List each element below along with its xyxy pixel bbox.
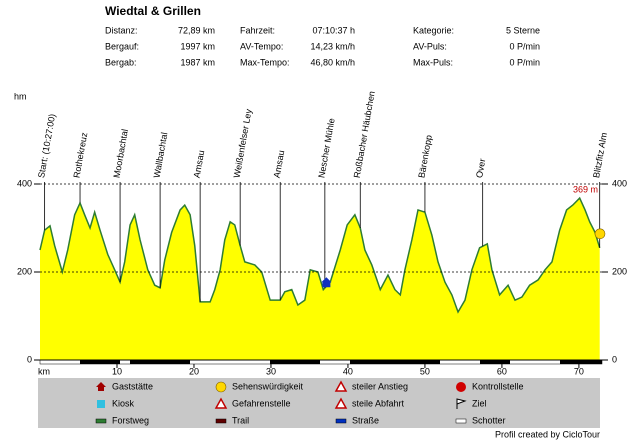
y-axis-label: hm [14,91,27,101]
waypoint-label: Amsau [272,149,287,178]
icon [456,382,466,392]
icon [335,418,347,424]
icon [214,397,228,409]
y-tick-label-right: 200 [612,266,627,276]
profile-line [39,196,601,314]
icon [215,381,227,393]
icon [97,400,105,408]
legend-item: Gaststätte [96,381,153,391]
poi-smiley [594,228,606,240]
icon [334,397,348,409]
stat-value: 1997 km [180,41,215,51]
legend-item: Schotter [455,415,506,425]
stat-label: Kategorie: [413,25,454,35]
legend-label: Sehenswürdigkeit [232,381,304,391]
icon [95,418,107,424]
waypoint-label: Start: (10:27:00) [36,113,57,179]
legend-label: Gefahrenstelle [232,398,291,408]
waypoint-label: Moorbachtal [112,128,130,179]
legend-item: steile Abfahrt [334,397,405,409]
icon [455,418,467,424]
stat-label: Distanz: [105,25,138,35]
legend-label: Gaststätte [112,381,153,391]
stat-label: AV-Puls: [413,41,447,51]
max-annotation: 369 m [573,184,598,194]
stat-label: AV-Tempo: [240,41,283,51]
legend-item: Straße [335,415,379,425]
chart-title: Wiedtal & Grillen [105,4,201,18]
legend-item: Forstweg [95,415,149,425]
icon [334,380,348,392]
legend-label: Schotter [472,415,506,425]
legend-label: Trail [232,415,249,425]
legend-item: Trail [215,415,249,425]
stat-value: 14,23 km/h [310,41,355,51]
legend-item: steiler Anstieg [334,380,408,392]
icon [456,398,467,409]
stat-value: 0 P/min [509,41,540,51]
legend-label: Forstweg [112,415,149,425]
waypoint-label: Rothekreuz [71,131,89,179]
stat-value: 07:10:37 h [312,25,355,35]
icon [215,418,227,424]
legend-item: Kiosk [97,398,135,408]
stat-label: Max-Tempo: [240,57,290,67]
x-axis-label: km [38,366,50,376]
x-tick-label: 30 [266,366,276,376]
legend-item: Sehenswürdigkeit [215,381,304,393]
waypoint-label: Wallbachtal [152,132,170,179]
stat-label: Bergab: [105,57,137,67]
stat-value: 1987 km [180,57,215,67]
legend-item: Gefahrenstelle [214,397,291,409]
stat-value: 5 Sterne [506,25,540,35]
legend-label: Straße [352,415,379,425]
y-tick-label-right: 0 [612,354,617,364]
legend-label: Kiosk [112,398,135,408]
waypoint-label: Amsau [192,149,207,178]
legend-box [38,378,600,428]
waypoint-label: Over [474,158,487,179]
y-tick-label: 0 [27,354,32,364]
y-tick-label-right: 400 [612,178,627,188]
poi-house [321,277,332,288]
stat-value: 72,89 km [178,25,215,35]
surface-bar [39,359,603,365]
stat-label: Fahrzeit: [240,25,275,35]
legend-label: steile Abfahrt [352,398,405,408]
legend-label: Ziel [472,398,487,408]
waypoint-label: Bärenkopp [416,134,433,179]
legend-label: Kontrollstelle [472,381,524,391]
x-tick-label: 50 [420,366,430,376]
x-tick-label: 40 [343,366,353,376]
x-tick-label: 20 [189,366,199,376]
y-tick-label: 200 [17,266,32,276]
stat-label: Bergauf: [105,41,139,51]
waypoint-label: Roßbacher Häubchen [352,90,377,178]
icon [96,382,106,391]
legend-item: Kontrollstelle [456,381,524,392]
x-tick-label: 10 [112,366,122,376]
y-tick-label: 400 [17,178,32,188]
stat-label: Max-Puls: [413,57,453,67]
waypoint-label: Blitzfitz Alm [591,132,609,179]
stat-value: 46,80 km/h [310,57,355,67]
waypoint-label: Weißenfelser Ley [232,108,254,179]
footer: Profil created by CicloTour [495,429,600,439]
x-tick-label: 70 [574,366,584,376]
legend-item: Ziel [456,398,487,409]
legend-label: steiler Anstieg [352,381,408,391]
waypoint-label: Nescher Mühle [316,117,336,178]
stat-value: 0 P/min [509,57,540,67]
x-tick-label: 60 [497,366,507,376]
